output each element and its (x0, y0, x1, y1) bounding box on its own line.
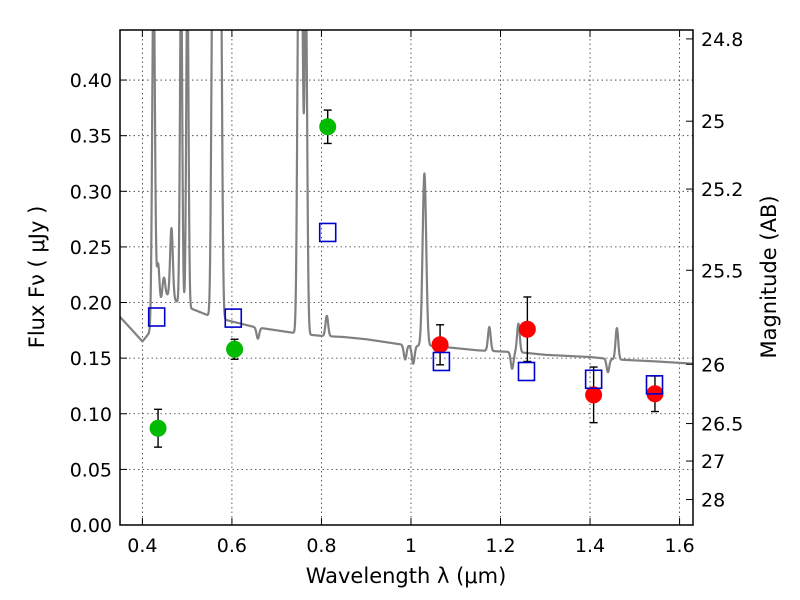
mag-tick-label: 25 (701, 111, 725, 133)
x-tick-label: 1.4 (575, 535, 605, 557)
model-flux-square (584, 369, 603, 390)
model-flux-square (318, 222, 337, 243)
mag-tick-label: 27 (701, 451, 725, 473)
red-flux-point (431, 336, 449, 354)
model-flux-square (432, 351, 451, 372)
x-tick-label: 1.2 (485, 535, 515, 557)
green-flux-point (149, 419, 167, 437)
y-tick-label: 0.20 (70, 293, 112, 315)
spectrum-layer (120, 30, 693, 374)
y-tick-label: 0.40 (70, 70, 112, 92)
y-tick-label: 0.30 (70, 181, 112, 203)
mag-tick-label: 28 (701, 490, 725, 512)
x-tick-label: 1 (405, 535, 417, 557)
y-tick-label: 0.05 (70, 459, 112, 481)
plot-frame (119, 29, 694, 526)
mag-tick-label: 26 (701, 354, 725, 376)
mag-tick-label: 24.8 (701, 29, 743, 51)
grid (120, 30, 693, 526)
red-flux-point (518, 320, 536, 338)
x-tick-label: 1.6 (664, 535, 694, 557)
y-tick-label: 0.00 (70, 515, 112, 537)
model-flux-square (517, 361, 536, 382)
x-tick-label: 0.4 (127, 535, 157, 557)
green-flux-point (226, 340, 244, 358)
mag-tick-label: 25.5 (701, 260, 743, 282)
x-tick-label: 0.8 (306, 535, 336, 557)
model-flux-square (645, 375, 664, 395)
y-tick-label: 0.25 (70, 237, 112, 259)
mag-tick-label: 26.5 (701, 414, 743, 436)
red-flux-point (585, 386, 603, 404)
y-tick-label: 0.35 (70, 126, 112, 148)
y-tick-label: 0.15 (70, 348, 112, 370)
mag-tick-label: 25.2 (701, 179, 743, 201)
right-axis-title: Magnitude (AB) (757, 195, 781, 358)
model-flux-square (147, 307, 166, 327)
points-layer (147, 109, 664, 448)
green-flux-point (319, 118, 337, 136)
x-axis-title: Wavelength λ (μm) (306, 564, 507, 588)
y-tick-label: 0.10 (70, 404, 112, 426)
x-tick-label: 0.6 (217, 535, 247, 557)
y-axis-title: Flux Fν ( μJy ) (25, 206, 49, 349)
spectrum-line (120, 30, 693, 374)
axis-ticks: 0.4 0.6 0.8 1 1.2 1.4 1.6 0.00 0.05 0.10 0.15 0.20 0… (70, 29, 744, 557)
model-flux-square (224, 308, 243, 328)
